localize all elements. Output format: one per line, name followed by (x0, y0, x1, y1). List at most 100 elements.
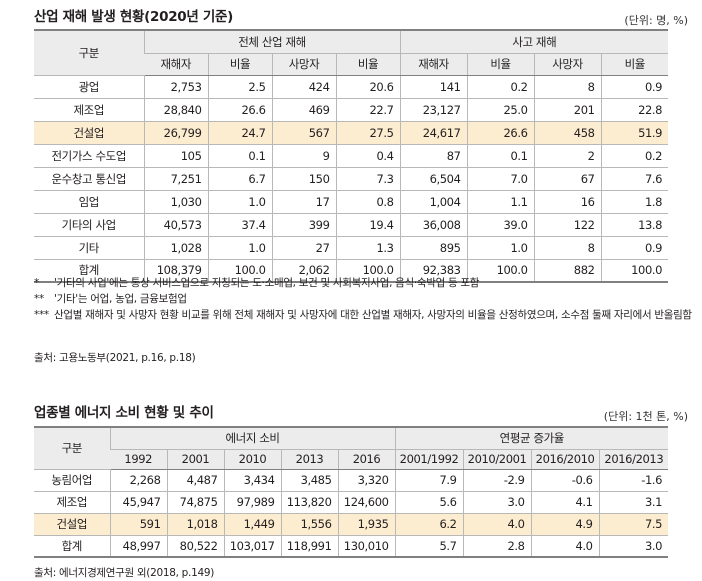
table-cell: 2,062 (271, 259, 336, 283)
table2-unit: (단위: 1천 톤, %) (603, 410, 688, 423)
column-header: 2016/2013 (598, 449, 669, 470)
table-cell: 3,434 (223, 469, 281, 492)
table-cell: 3,485 (280, 469, 338, 492)
table-cell: 0.9 (600, 236, 669, 260)
table-cell: 0.8 (335, 190, 401, 214)
table-cell: 26.6 (207, 98, 272, 122)
table-cell: 3.1 (598, 491, 669, 514)
table1-title: 산업 재해 발생 현황(2020년 기준) (34, 9, 234, 25)
table-cell: 100.0 (207, 259, 272, 283)
table-cell: 118,991 (280, 535, 338, 558)
table-cell: 2,753 (143, 75, 208, 99)
table-cell: 6.2 (394, 513, 464, 536)
column-header: 비율 (335, 53, 401, 76)
table-cell: 1,028 (143, 236, 208, 260)
table-cell: 2 (533, 144, 602, 168)
table-cell: 458 (533, 121, 602, 145)
table-cell: -1.6 (598, 469, 669, 492)
table1-source: 출처: 고용노동부(2021, p.16, p.18) (34, 352, 196, 364)
row-label: 운수창고 통신업 (34, 167, 144, 191)
table-cell: 51.9 (600, 121, 669, 145)
column-header: 사망자 (271, 53, 336, 76)
table-cell: 100.0 (335, 259, 401, 283)
row-label: 건설업 (34, 121, 144, 145)
group-header-total: 전체 산업 재해 (143, 29, 401, 54)
table-cell: 0.4 (335, 144, 401, 168)
table-cell: 37.4 (207, 213, 272, 237)
column-header: 재해자 (144, 53, 208, 76)
table-cell: 141 (399, 75, 468, 99)
table-cell: 22.7 (335, 98, 401, 122)
table-cell: 74,875 (166, 491, 224, 514)
footnote-mark: * (34, 277, 39, 289)
table-cell: 39.0 (466, 213, 535, 237)
table-cell: 16 (533, 190, 602, 214)
table-cell: 124,600 (337, 491, 396, 514)
table1-notes: * '기타의 사업'에는 통상 서비스업으로 지칭되는 도·소매업, 보건 및 사… (34, 275, 692, 323)
table-cell: 3.0 (598, 535, 669, 558)
row-label-header: 구분 (34, 29, 144, 76)
table-cell: 19.4 (335, 213, 401, 237)
table-cell: 26,799 (143, 121, 208, 145)
column-header: 비율 (207, 53, 272, 76)
footnote: *** 산업별 재해자 및 사망자 현황 비교를 위해 전체 재해자 및 사망자에… (34, 307, 692, 323)
energy-consumption-table: 구분 에너지 소비 연평균 증가율 1992 2001 2010 2013 2016 20… (34, 426, 669, 558)
table-cell: -0.6 (530, 469, 600, 492)
table-cell: 92,383 (399, 259, 468, 283)
table2-title: 업종별 에너지 소비 현황 및 추이 (34, 405, 214, 421)
table-cell: 882 (533, 259, 602, 283)
table-cell: 24,617 (399, 121, 468, 145)
table-cell: 6,504 (399, 167, 468, 191)
table-cell: 895 (399, 236, 468, 260)
table-row: 합계 108,379 100.0 2,062 100.0 92,383 100.0 882 10… (34, 259, 669, 283)
table-cell: 48,997 (109, 535, 167, 558)
footnote-text: '기타'는 어업, 농업, 금융보험업 (54, 293, 187, 305)
table-cell: 2,268 (109, 469, 167, 492)
row-label: 제조업 (34, 98, 144, 122)
table-cell: 4.0 (530, 535, 600, 558)
table-cell: 5.6 (394, 491, 464, 514)
table-cell: 13.8 (600, 213, 669, 237)
column-header: 사망자 (533, 53, 602, 76)
table-cell: 113,820 (280, 491, 338, 514)
row-label: 합계 (34, 535, 110, 558)
table-cell: 8 (533, 236, 602, 260)
table-row: 건설업 591 1,018 1,449 1,556 1,935 6.2 4.0 4.9 7.5 (34, 513, 669, 536)
group-header-energy: 에너지 소비 (109, 426, 396, 450)
table-cell: 150 (271, 167, 336, 191)
column-header: 2001 (166, 449, 224, 470)
table-cell: 7.3 (335, 167, 401, 191)
table-cell: 3,320 (337, 469, 396, 492)
table-cell: 27.5 (335, 121, 401, 145)
table-cell: 4,487 (166, 469, 224, 492)
table-cell: 105 (143, 144, 208, 168)
table-row: 운수창고 통신업 7,251 6.7 150 7.3 6,504 7.0 67 7.6 (34, 167, 669, 191)
table-cell: 122 (533, 213, 602, 237)
table-cell: 3.0 (462, 491, 532, 514)
table-cell: 0.2 (600, 144, 669, 168)
table-cell: 24.7 (207, 121, 272, 145)
table-cell: 1,556 (280, 513, 338, 536)
footnote-mark: ** (34, 293, 44, 305)
table-cell: 28,840 (143, 98, 208, 122)
table-cell: 7.9 (394, 469, 464, 492)
table-row: 전기가스 수도업 105 0.1 9 0.4 87 0.1 2 0.2 (34, 144, 669, 168)
table-cell: 591 (109, 513, 167, 536)
table-cell: 1,935 (337, 513, 396, 536)
column-header: 비율 (600, 53, 669, 76)
table-cell: 22.8 (600, 98, 669, 122)
column-header: 2013 (280, 449, 338, 470)
table-cell: 7.6 (600, 167, 669, 191)
table-cell: 7,251 (143, 167, 208, 191)
table-cell: 1.1 (466, 190, 535, 214)
table-cell: 20.6 (335, 75, 401, 99)
row-label: 임업 (34, 190, 144, 214)
table-row: 임업 1,030 1.0 17 0.8 1,004 1.1 16 1.8 (34, 190, 669, 214)
table-cell: 67 (533, 167, 602, 191)
table-cell: 399 (271, 213, 336, 237)
table-cell: 17 (271, 190, 336, 214)
column-header: 2016 (337, 449, 396, 470)
table-cell: 2.5 (207, 75, 272, 99)
table-row: 합계 48,997 80,522 103,017 118,991 130,010 5.7 2.… (34, 535, 669, 558)
footnote-mark: *** (34, 309, 49, 321)
